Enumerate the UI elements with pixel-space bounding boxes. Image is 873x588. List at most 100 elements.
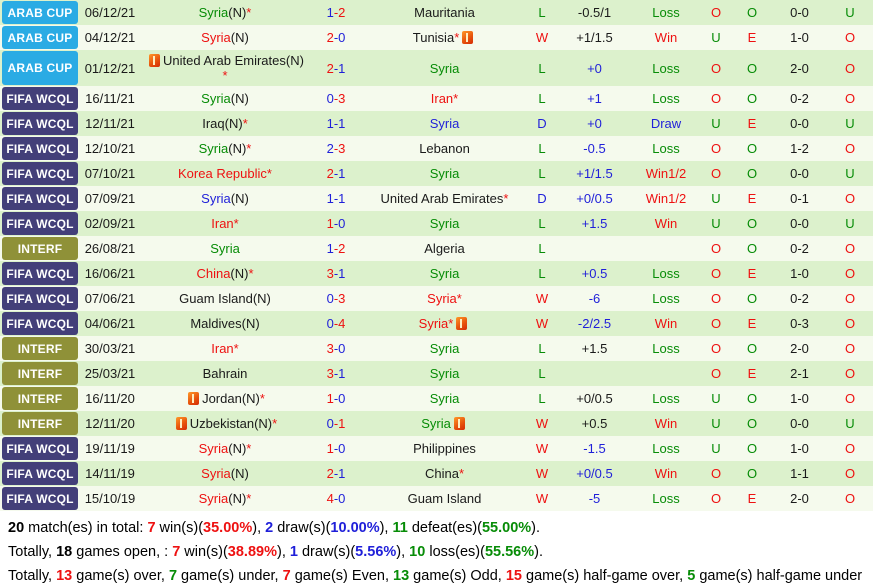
team-line: Syria(N) <box>201 30 249 45</box>
handicap-result-label: Draw <box>650 116 682 131</box>
team-star: * <box>246 441 252 456</box>
date-cell: 26/08/21 <box>84 241 136 256</box>
home-team-cell: Iran* <box>140 211 310 236</box>
over-under-cell: U <box>700 211 732 236</box>
competition-badge: FIFA WCQL <box>2 87 78 110</box>
handicap-value: +0.5 <box>581 266 608 281</box>
even-odd-letter: E <box>747 316 757 331</box>
score-cell: 2-3 <box>310 136 362 161</box>
competition-badge: INTERF <box>2 412 78 435</box>
score-away: 4 <box>338 316 346 331</box>
score-cell: 1-1 <box>310 186 362 211</box>
team-name: Syria <box>201 30 231 45</box>
result-letter: L <box>538 241 546 256</box>
even-odd-letter: E <box>747 491 757 506</box>
summary-segment: 20 <box>8 520 25 536</box>
competition-badge: FIFA WCQL <box>2 287 78 310</box>
over-under-letter: O <box>710 266 722 281</box>
result-cell: L <box>527 136 557 161</box>
home-team-cell: Korea Republic* <box>140 161 310 186</box>
summary-segment: 35.00% <box>203 520 253 536</box>
score-dash: - <box>333 416 339 431</box>
score-cell: 4-0 <box>310 486 362 511</box>
home-team-cell: Guam Island(N) <box>140 286 310 311</box>
competition-cell: INTERF <box>0 236 80 261</box>
home-team-cell: China(N)* <box>140 261 310 286</box>
team-name: United Arab Emirates <box>163 53 286 68</box>
score-home: 1 <box>326 5 334 20</box>
team-name: Syria <box>198 141 229 156</box>
competition-badge: FIFA WCQL <box>2 137 78 160</box>
score-cell: 1-2 <box>310 0 362 25</box>
handicap-cell: +0.5 <box>557 411 632 436</box>
score-home: 0 <box>326 91 334 106</box>
halftime-score: 1-0 <box>790 441 809 456</box>
team-line: China(N)* <box>196 266 253 281</box>
halftime-over-under-cell: O <box>827 186 873 211</box>
even-odd-letter: E <box>747 191 757 206</box>
handicap-cell: +1/1.5 <box>557 161 632 186</box>
summary-line-1: 20 match(es) in total: 7 win(s)(35.00%),… <box>8 516 865 540</box>
halftime-score: 2-1 <box>790 366 809 381</box>
result-cell: D <box>527 111 557 136</box>
halftime-over-under-cell: O <box>827 336 873 361</box>
halftime-score-cell: 1-0 <box>772 386 827 411</box>
handicap-result-cell: Loss <box>632 436 700 461</box>
team-line: Syria <box>430 61 460 76</box>
result-letter: L <box>538 341 546 356</box>
even-odd-cell: E <box>732 25 772 50</box>
team-line: Syria <box>210 241 240 256</box>
score-away: 0 <box>338 441 346 456</box>
team-line: Syria <box>430 266 460 281</box>
handicap-result-cell: Win <box>632 211 700 236</box>
team-star: * <box>222 68 228 83</box>
team-line: Syria <box>421 416 468 431</box>
summary-segment: 7 <box>282 568 291 584</box>
summary-segment: loss(es)( <box>425 544 485 560</box>
competition-badge: ARAB CUP <box>2 51 78 85</box>
summary-segment: Totally, <box>8 568 57 584</box>
handicap-cell: -6 <box>557 286 632 311</box>
handicap-result-label: Loss <box>652 60 680 76</box>
halftime-over-under-cell: U <box>827 111 873 136</box>
halftime-score-cell: 0-0 <box>772 0 827 25</box>
even-odd-letter: O <box>746 241 758 256</box>
handicap-cell: +1.5 <box>557 211 632 236</box>
even-odd-cell: E <box>732 261 772 286</box>
halftime-score: 0-0 <box>790 216 809 231</box>
handicap-cell: +0 <box>557 50 632 86</box>
halftime-ou-letter: O <box>844 191 856 206</box>
halftime-score: 2-0 <box>790 341 809 356</box>
match-row: FIFA WCQL 12/10/21 Syria(N)* 2-3 Lebanon L -0.… <box>0 136 873 161</box>
team-name: Algeria <box>424 241 465 256</box>
competition-cell: ARAB CUP <box>0 25 80 50</box>
team-name: Syria <box>429 341 460 356</box>
competition-cell: FIFA WCQL <box>0 111 80 136</box>
summary-segment: draw(s)( <box>297 544 356 560</box>
team-venue-suffix: (N) <box>228 141 247 156</box>
handicap-value: +0/0.5 <box>576 391 613 406</box>
summary-segment: 15 <box>505 568 522 584</box>
team-line: Syria <box>430 216 460 231</box>
halftime-score: 0-0 <box>790 416 809 431</box>
competition-cell: INTERF <box>0 386 80 411</box>
result-cell: L <box>527 86 557 111</box>
handicap-result-cell: Loss <box>632 50 700 86</box>
summary-segment: ). <box>534 544 543 560</box>
team-line: Korea Republic* <box>178 166 272 181</box>
team-star: * <box>456 291 462 306</box>
handicap-value: +0/0.5 <box>576 466 613 481</box>
home-team-cell: Syria(N) <box>140 186 310 211</box>
score-dash: - <box>333 60 339 76</box>
competition-badge: FIFA WCQL <box>2 262 78 285</box>
score-cell: 2-0 <box>310 25 362 50</box>
team-venue-suffix: (N) <box>230 191 249 206</box>
score-home: 1 <box>326 241 334 256</box>
team-venue-suffix: (N) <box>224 116 243 131</box>
halftime-ou-letter: O <box>844 491 856 506</box>
over-under-cell: O <box>700 311 732 336</box>
team-line: Maldives(N) <box>190 316 259 331</box>
competition-cell: FIFA WCQL <box>0 211 80 236</box>
halftime-score-cell: 0-3 <box>772 311 827 336</box>
over-under-letter: U <box>711 441 721 456</box>
